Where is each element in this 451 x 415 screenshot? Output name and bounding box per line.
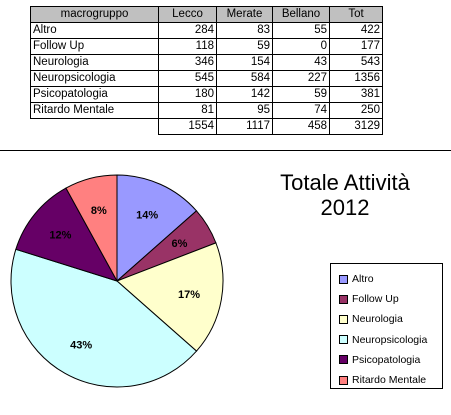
cell-lecco: 284 bbox=[158, 22, 217, 39]
header-tot: Tot bbox=[329, 6, 383, 23]
legend-swatch bbox=[339, 335, 348, 345]
row-label: Psicopatologia bbox=[30, 86, 159, 103]
cell-merate: 95 bbox=[216, 102, 273, 119]
table-header-row: macrogruppo Lecco Merate Bellano Tot bbox=[30, 6, 383, 23]
cell-merate: 584 bbox=[216, 70, 273, 87]
legend-label: Neurologia bbox=[352, 313, 403, 326]
pie-slice-ritardo-mentale bbox=[65, 174, 118, 282]
cell-merate: 83 bbox=[216, 22, 273, 39]
cell-lecco: 118 bbox=[158, 38, 217, 55]
chart-title-line-2: 2012 bbox=[320, 195, 370, 220]
total-tot: 3129 bbox=[329, 118, 383, 135]
table-row: Ritardo Mentale 81 95 74 250 bbox=[30, 102, 383, 119]
cell-merate: 59 bbox=[216, 38, 273, 55]
legend-label: Follow Up bbox=[352, 293, 399, 306]
cell-tot: 250 bbox=[329, 102, 383, 119]
row-label: Neuropsicologia bbox=[30, 70, 159, 87]
pie-slice-neurologia bbox=[116, 242, 224, 352]
table-row: Psicopatologia 180 142 59 381 bbox=[30, 86, 383, 103]
row-label: Neurologia bbox=[30, 54, 159, 71]
header-merate: Merate bbox=[216, 6, 273, 23]
row-label: Follow Up bbox=[30, 38, 159, 55]
table-row: Neurologia 346 154 43 543 bbox=[30, 54, 383, 71]
legend-label: Ritardo Mentale bbox=[352, 374, 427, 387]
pie-label-neuropsicologia: 43% bbox=[70, 340, 92, 352]
header-macrogruppo: macrogruppo bbox=[30, 6, 159, 23]
cell-merate: 154 bbox=[216, 54, 273, 71]
cell-tot: 381 bbox=[329, 86, 383, 103]
cell-bellano: 74 bbox=[272, 102, 330, 119]
cell-tot: 543 bbox=[329, 54, 383, 71]
pie-label-psicopatologia: 12% bbox=[49, 230, 71, 242]
cell-bellano: 227 bbox=[272, 70, 330, 87]
chart-legend: Altro Follow Up Neurologia Neuropsicologia P… bbox=[330, 263, 443, 389]
row-label: Altro bbox=[30, 22, 159, 39]
chart-title-line-1: Totale Attività bbox=[280, 170, 410, 195]
cell-bellano: 59 bbox=[272, 86, 330, 103]
legend-label: Neuropsicologia bbox=[352, 333, 428, 346]
pie-label-ritardo-mentale: 8% bbox=[91, 205, 107, 217]
table-row: Follow Up 118 59 0 177 bbox=[30, 38, 383, 55]
total-merate: 1117 bbox=[216, 118, 273, 135]
legend-item-psicopatologia: Psicopatologia bbox=[339, 350, 442, 370]
cell-lecco: 545 bbox=[158, 70, 217, 87]
pie-slice-psicopatologia bbox=[15, 187, 119, 282]
legend-swatch bbox=[339, 294, 348, 304]
totals-row: 1554 1117 458 3129 bbox=[31, 118, 383, 135]
cell-bellano: 43 bbox=[272, 54, 330, 71]
header-bellano: Bellano bbox=[272, 6, 330, 23]
totals-label bbox=[31, 119, 159, 135]
legend-item-neuropsicologia: Neuropsicologia bbox=[339, 330, 442, 350]
legend-swatch bbox=[339, 314, 348, 324]
cell-tot: 422 bbox=[329, 22, 383, 39]
pie-chart: 14% 6% 17% 43% 12% 8% bbox=[10, 174, 224, 388]
legend-label: Psicopatologia bbox=[352, 353, 421, 366]
total-lecco: 1554 bbox=[158, 118, 217, 135]
legend-item-follow-up: Follow Up bbox=[339, 289, 442, 309]
row-label: Ritardo Mentale bbox=[30, 102, 159, 119]
section-divider bbox=[0, 150, 451, 151]
legend-swatch bbox=[339, 355, 348, 365]
cell-merate: 142 bbox=[216, 86, 273, 103]
cell-lecco: 180 bbox=[158, 86, 217, 103]
pie-label-follow-up: 6% bbox=[172, 238, 188, 250]
legend-swatch bbox=[339, 274, 348, 284]
legend-item-altro: Altro bbox=[339, 269, 442, 289]
cell-lecco: 346 bbox=[158, 54, 217, 71]
legend-label: Altro bbox=[352, 273, 374, 286]
header-lecco: Lecco bbox=[158, 6, 217, 23]
legend-item-neurologia: Neurologia bbox=[339, 309, 442, 329]
chart-title: Totale Attività 2012 bbox=[255, 170, 435, 220]
cell-tot: 1356 bbox=[329, 70, 383, 87]
pie-slice-neuropsicologia bbox=[10, 248, 198, 388]
total-bellano: 458 bbox=[272, 118, 330, 135]
cell-bellano: 55 bbox=[272, 22, 330, 39]
pie-label-neurologia: 17% bbox=[178, 289, 200, 301]
cell-lecco: 81 bbox=[158, 102, 217, 119]
cell-bellano: 0 bbox=[272, 38, 330, 55]
pie-label-altro: 14% bbox=[136, 209, 158, 221]
table-row: Altro 284 83 55 422 bbox=[30, 22, 383, 39]
legend-swatch bbox=[339, 375, 348, 385]
pie-slice-altro bbox=[116, 174, 198, 283]
cell-tot: 177 bbox=[329, 38, 383, 55]
data-table: macrogruppo Lecco Merate Bellano Tot Alt… bbox=[30, 6, 383, 135]
legend-item-ritardo-mentale: Ritardo Mentale bbox=[339, 370, 442, 390]
table-row: Neuropsicologia 545 584 227 1356 bbox=[30, 70, 383, 87]
